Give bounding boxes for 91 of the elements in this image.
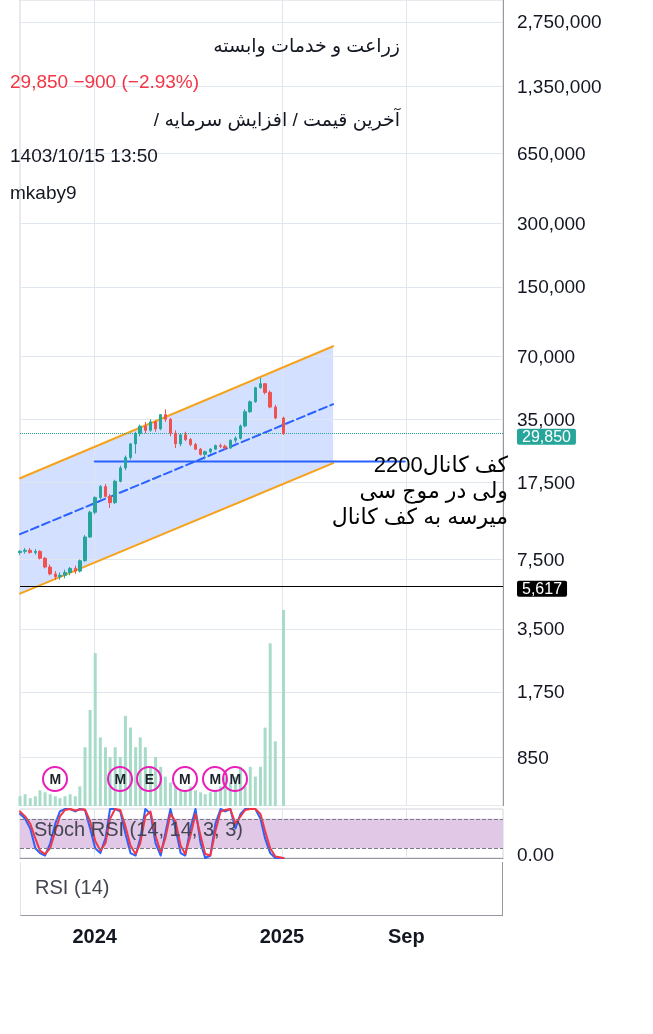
- candlestick: [214, 444, 217, 451]
- bar: [243, 786, 247, 806]
- bar: [98, 737, 102, 806]
- bar: [83, 747, 87, 806]
- x-tick-label: 2025: [259, 925, 305, 947]
- candlestick: [209, 447, 212, 455]
- bar: [194, 790, 197, 806]
- y-tick-label: 35,000: [517, 408, 576, 430]
- bar: [88, 709, 92, 806]
- annotation: کف کانال2200 ولی در موج سی میرسه به کف کانال: [330, 452, 508, 530]
- candlestick: [259, 377, 262, 390]
- candlestick: [254, 386, 257, 404]
- x-tick-label: Sep: [387, 925, 425, 947]
- candlestick: [229, 439, 232, 450]
- bar: [168, 782, 172, 806]
- candlestick: [119, 465, 122, 483]
- candlestick: [169, 417, 172, 437]
- ref-line-label: 29,850: [522, 428, 572, 446]
- bar: [248, 766, 252, 806]
- bar: [179, 790, 183, 806]
- y-tick-label: 2,750,000: [517, 11, 602, 33]
- y-tick-label: 7,500: [517, 548, 565, 570]
- bar: [43, 792, 47, 806]
- bar: [203, 794, 207, 806]
- candlestick: [174, 429, 177, 449]
- candlestick: [223, 444, 227, 451]
- bar: [258, 766, 262, 806]
- circled-letter-icon: M: [222, 766, 249, 792]
- candlestick: [99, 484, 102, 500]
- y-tick-label: 17,500: [517, 471, 576, 493]
- candlestick: [189, 437, 192, 447]
- bar: [38, 790, 42, 806]
- bar: [208, 792, 212, 806]
- candlestick: [184, 431, 187, 442]
- circled-letter-icon: E: [136, 766, 163, 792]
- annotation: 1403/10/15 13:50: [10, 145, 158, 167]
- bar: [263, 727, 267, 806]
- bar: [268, 643, 272, 806]
- bar: [253, 776, 257, 806]
- bar: [28, 798, 32, 806]
- bar: [63, 796, 67, 806]
- y-tick-label: 1,350,000: [517, 76, 602, 98]
- bar: [93, 653, 97, 806]
- candlestick: [234, 435, 237, 444]
- y-tick-label: 650,000: [517, 142, 586, 164]
- candlestick: [194, 442, 197, 451]
- bar: [78, 786, 82, 806]
- candlestick: [159, 413, 162, 431]
- candlestick: [282, 416, 285, 436]
- bar: [199, 792, 203, 806]
- y-tick-label: 3,500: [517, 618, 565, 640]
- ref-line-label: 5,617: [522, 580, 563, 598]
- x-tick-label: 2024: [72, 925, 118, 947]
- circled-letter-icon: M: [107, 766, 134, 792]
- text: آخرین قیمت / افزایش سرمایه /: [153, 108, 400, 131]
- y-tick-label: 70,000: [517, 345, 576, 367]
- bar: [134, 747, 138, 806]
- bar: [273, 741, 277, 806]
- y-tick-label: 850: [517, 747, 549, 769]
- annotation: mkaby9: [10, 182, 77, 204]
- y-tick-label: 150,000: [517, 276, 586, 298]
- candlestick: [34, 548, 37, 556]
- candlestick: [274, 404, 277, 420]
- candlestick: [74, 565, 77, 575]
- bar: [58, 798, 62, 806]
- y-tick-label: 300,000: [517, 213, 586, 235]
- bar: [18, 796, 22, 806]
- bar: [103, 747, 107, 806]
- candlestick: [124, 455, 127, 471]
- text: RSI (14): [35, 876, 110, 899]
- circled-letter-icon: M: [42, 766, 69, 792]
- circled-letter-icon: M: [171, 766, 198, 792]
- bar: [53, 796, 57, 806]
- candlestick: [144, 421, 147, 434]
- candlestick: [154, 420, 157, 433]
- candlestick: [113, 479, 117, 505]
- candlestick: [54, 570, 57, 581]
- bar: [163, 776, 167, 806]
- bar: [48, 794, 52, 806]
- text: 0.00: [517, 844, 554, 866]
- text: زراعت و خدمات وابسته: [213, 34, 400, 57]
- y-tick-label: 1,750: [517, 681, 565, 703]
- candlestick: [203, 450, 207, 460]
- bar: [23, 794, 27, 806]
- bar: [68, 794, 72, 806]
- candlestick: [129, 442, 132, 460]
- candlestick: [28, 547, 32, 555]
- bar: [282, 610, 285, 806]
- candlestick: [164, 408, 167, 423]
- candlestick: [199, 447, 202, 456]
- annotation: 29,850 −900 (−2.93%): [10, 71, 200, 93]
